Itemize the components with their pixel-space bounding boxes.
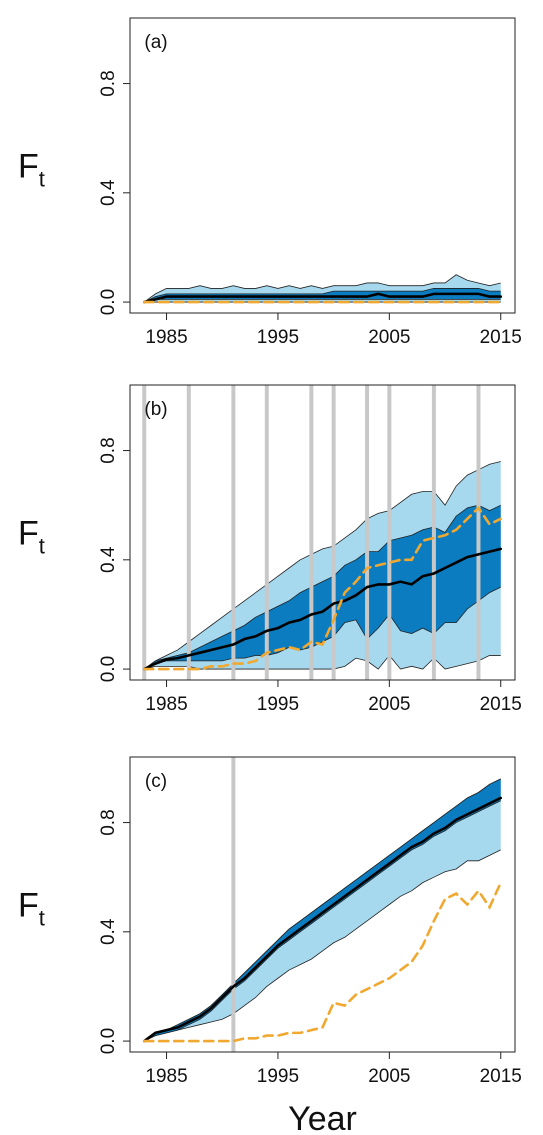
y-label-main: F xyxy=(18,148,39,186)
y-tick-label: 0.4 xyxy=(98,918,119,945)
plot-frame xyxy=(129,17,516,314)
median-line xyxy=(142,547,503,671)
x-axis-label: Year xyxy=(288,1100,357,1135)
y-label-main: F xyxy=(18,515,39,553)
plot-area xyxy=(142,757,503,1052)
plot-area xyxy=(142,385,503,680)
x-tick-label: 2005 xyxy=(368,1066,410,1087)
x-tick-label: 1995 xyxy=(257,327,299,348)
band-edge xyxy=(144,274,501,303)
panel-label: (b) xyxy=(144,399,167,420)
band-edge xyxy=(144,849,501,1042)
x-tick-label: 1985 xyxy=(145,694,187,715)
plot-area xyxy=(142,274,503,304)
x-tick-label: 2015 xyxy=(480,694,522,715)
x-tick-label: 1985 xyxy=(145,327,187,348)
y-tick-label: 0.8 xyxy=(98,70,119,96)
median-line xyxy=(142,292,503,304)
y-tick-label: 0.0 xyxy=(98,656,119,682)
y-axis-label: Ft xyxy=(18,515,45,559)
x-tick-label: 2015 xyxy=(480,327,522,348)
band-edge xyxy=(144,778,501,1042)
uncertainty-band xyxy=(144,288,501,303)
band-edge xyxy=(144,288,501,303)
y-label-sub: t xyxy=(39,167,45,192)
x-tick-label: 1995 xyxy=(257,694,299,715)
band-edge xyxy=(144,800,501,1042)
x-tick-label: 1995 xyxy=(257,1066,299,1087)
y-label-sub: t xyxy=(39,906,45,931)
y-tick-label: 0.8 xyxy=(98,437,119,463)
x-tick-label: 2015 xyxy=(480,1066,522,1087)
y-label-sub: t xyxy=(39,534,45,559)
y-tick-label: 0.0 xyxy=(98,1028,119,1054)
x-tick-label: 1985 xyxy=(145,1066,187,1087)
y-label-main: F xyxy=(18,887,39,925)
x-tick-label: 2005 xyxy=(368,694,410,715)
band-edge xyxy=(144,298,501,303)
band-edge xyxy=(144,504,501,670)
y-tick-label: 0.0 xyxy=(98,289,119,315)
y-tick-label: 0.8 xyxy=(98,809,119,835)
band-edge xyxy=(144,461,501,670)
panel-label: (a) xyxy=(144,32,167,53)
y-axis-label: Ft xyxy=(18,887,45,931)
true-value-line xyxy=(142,505,503,671)
y-tick-label: 0.4 xyxy=(98,546,119,573)
y-axis-label: Ft xyxy=(18,148,45,192)
x-tick-label: 2005 xyxy=(368,327,410,348)
uncertainty-band xyxy=(144,778,501,1042)
median-line xyxy=(142,796,503,1043)
uncertainty-band xyxy=(144,505,501,670)
y-tick-label: 0.4 xyxy=(98,179,119,206)
true-value-line xyxy=(142,881,503,1043)
panel-label: (c) xyxy=(145,771,167,792)
